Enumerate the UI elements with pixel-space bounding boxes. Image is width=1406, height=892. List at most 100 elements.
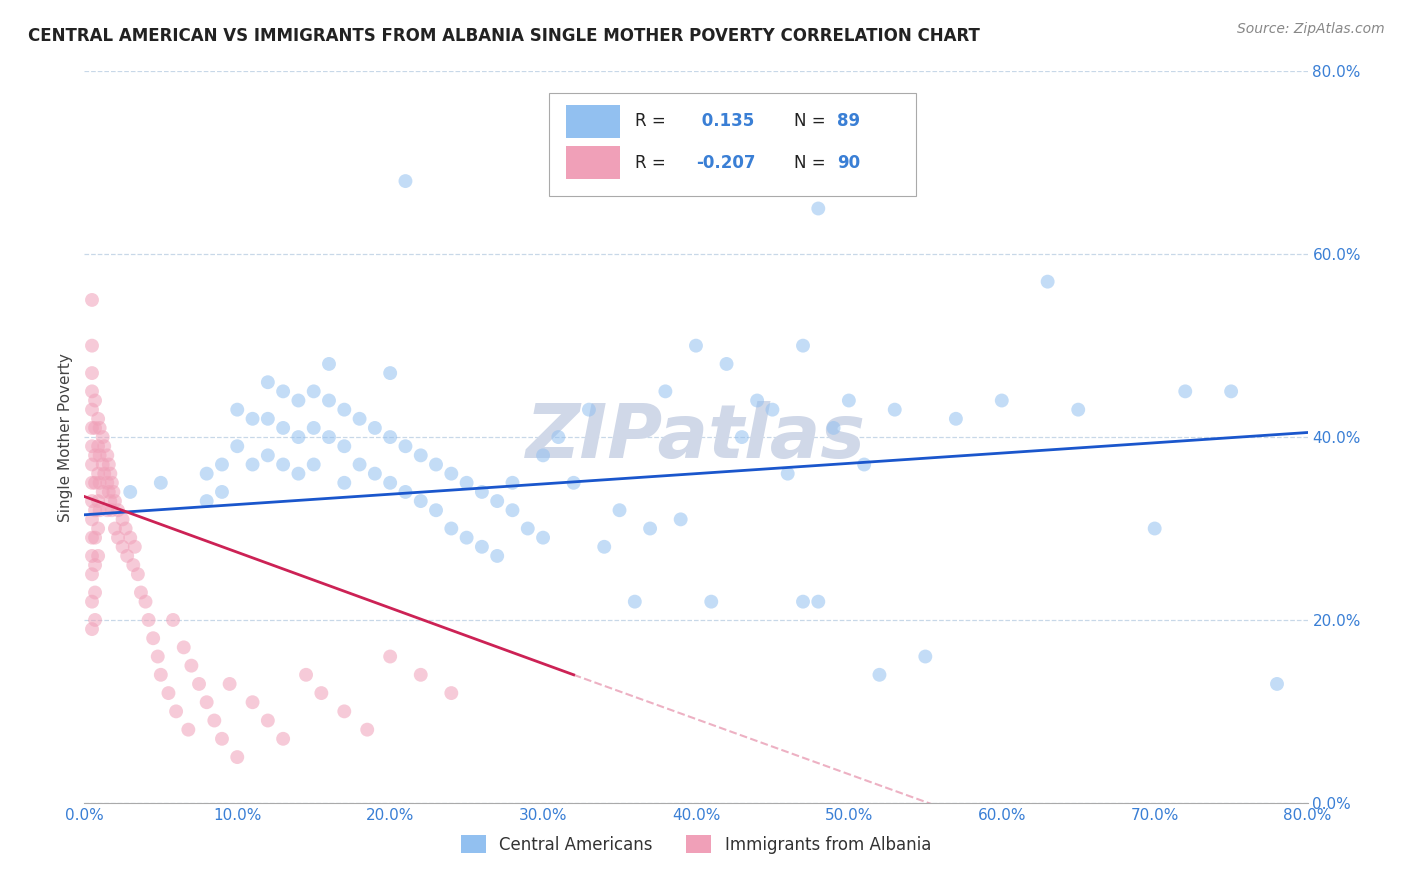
Point <box>104 521 127 535</box>
Text: 0.135: 0.135 <box>696 112 754 130</box>
Point <box>394 485 416 500</box>
Point <box>471 540 494 554</box>
Point <box>364 467 387 481</box>
Text: -0.207: -0.207 <box>696 153 755 172</box>
Point <box>173 640 195 655</box>
Point <box>84 421 107 435</box>
Point <box>111 512 134 526</box>
Point <box>91 430 114 444</box>
Point <box>792 338 814 352</box>
Point <box>242 458 264 472</box>
Point <box>271 458 294 472</box>
Point <box>456 475 478 490</box>
Point <box>349 412 371 426</box>
Point <box>84 585 107 599</box>
Point <box>98 494 121 508</box>
Point <box>440 686 463 700</box>
Point <box>84 558 107 573</box>
Point <box>84 613 107 627</box>
Point <box>945 412 967 426</box>
Point <box>1036 275 1059 289</box>
Point <box>624 594 647 608</box>
Point <box>991 393 1014 408</box>
Point <box>162 613 184 627</box>
Point <box>302 421 325 435</box>
Point <box>853 458 876 472</box>
Point <box>562 475 585 490</box>
Point <box>716 357 738 371</box>
Point <box>456 531 478 545</box>
Point <box>98 467 121 481</box>
Point <box>1265 677 1288 691</box>
Point <box>242 695 264 709</box>
Point <box>91 485 114 500</box>
Point <box>271 384 294 399</box>
Point <box>101 503 124 517</box>
Point <box>107 503 129 517</box>
Point <box>685 338 707 352</box>
Point <box>195 695 218 709</box>
Text: N =: N = <box>794 153 825 172</box>
Point <box>89 475 111 490</box>
Point <box>257 714 280 728</box>
Point <box>103 485 125 500</box>
Point <box>356 723 378 737</box>
Point <box>87 521 110 535</box>
Point <box>120 485 142 500</box>
Point <box>111 540 134 554</box>
Point <box>869 667 891 681</box>
Point <box>84 531 107 545</box>
Point <box>89 503 111 517</box>
Point <box>547 430 569 444</box>
Point <box>1220 384 1243 399</box>
Point <box>257 448 280 462</box>
Text: 89: 89 <box>837 112 859 130</box>
Point <box>138 613 160 627</box>
Point <box>93 439 115 453</box>
Point <box>333 439 356 453</box>
Point <box>89 421 111 435</box>
Point <box>149 475 172 490</box>
Point <box>761 402 783 417</box>
Point <box>211 485 233 500</box>
Point <box>409 494 432 508</box>
Point <box>146 649 169 664</box>
Point <box>180 658 202 673</box>
Point <box>87 439 110 453</box>
Point <box>380 475 402 490</box>
Point <box>87 412 110 426</box>
Text: Source: ZipAtlas.com: Source: ZipAtlas.com <box>1237 22 1385 37</box>
Point <box>101 475 124 490</box>
Text: R =: R = <box>636 153 665 172</box>
Point <box>380 366 402 380</box>
Point <box>120 531 142 545</box>
Point <box>104 494 127 508</box>
Point <box>364 421 387 435</box>
Point <box>295 667 318 681</box>
Point <box>271 421 294 435</box>
Point <box>80 512 103 526</box>
Point <box>188 677 211 691</box>
FancyBboxPatch shape <box>567 146 620 179</box>
Point <box>333 705 356 719</box>
Text: R =: R = <box>636 112 665 130</box>
Point <box>349 458 371 472</box>
Point <box>80 549 103 563</box>
Point <box>271 731 294 746</box>
Point <box>157 686 180 700</box>
Point <box>211 731 233 746</box>
Point <box>211 458 233 472</box>
Point <box>80 366 103 380</box>
Point <box>409 667 432 681</box>
Point <box>257 375 280 389</box>
Point <box>87 494 110 508</box>
Point <box>96 503 118 517</box>
Point <box>218 677 240 691</box>
Text: N =: N = <box>794 112 825 130</box>
Point <box>226 402 249 417</box>
Point <box>318 357 340 371</box>
Point <box>502 475 524 490</box>
Point <box>502 503 524 517</box>
Point <box>425 503 447 517</box>
Point <box>776 467 799 481</box>
